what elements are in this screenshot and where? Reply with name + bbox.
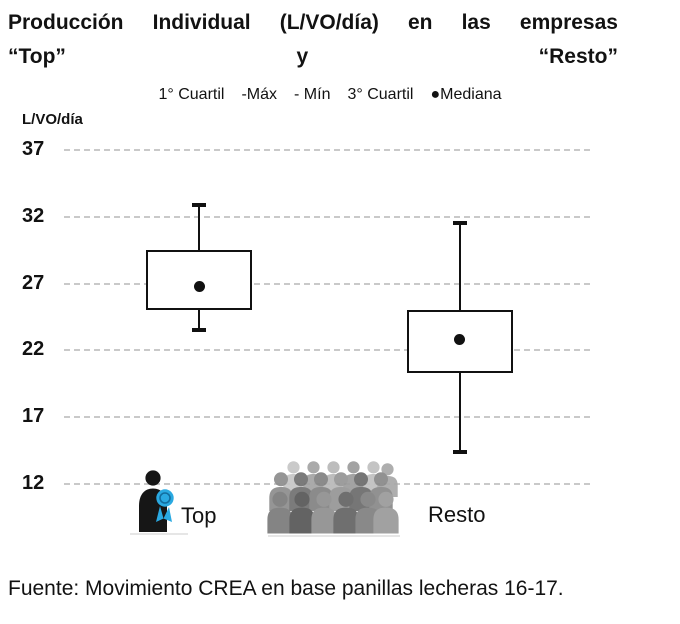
- whisker-upper: [458, 223, 461, 311]
- title-word: “Resto”: [538, 45, 618, 68]
- y-gridline: [64, 416, 590, 419]
- title-word: y: [296, 45, 309, 68]
- y-gridline: [64, 282, 590, 285]
- whisker-cap-max: [452, 221, 467, 226]
- crowd-icon-base-line: [268, 535, 400, 537]
- median-dot: [454, 334, 465, 346]
- legend-item-min: - Mín: [294, 86, 331, 103]
- whisker-cap-min: [452, 449, 467, 454]
- chart-title: Producción Individual (L/VO/día) en las empre…: [8, 6, 618, 74]
- y-gridline: [64, 349, 590, 352]
- legend-item-first-quartile: 1° Cuartil: [158, 86, 225, 103]
- group-label-resto: Resto: [428, 502, 486, 527]
- y-tick-label: 22: [22, 338, 45, 361]
- iqr-box: [146, 250, 252, 311]
- y-axis-label: L/VO/día: [22, 111, 83, 128]
- whisker-cap-max: [192, 202, 206, 207]
- whisker-upper: [198, 204, 200, 251]
- chart-title-line1: Producción Individual (L/VO/día) en las empre…: [8, 6, 618, 40]
- crowd-icon: [267, 461, 399, 534]
- legend-item-max: -Máx: [241, 86, 278, 103]
- title-word: Individual: [152, 11, 251, 34]
- y-gridline: [64, 215, 590, 218]
- title-word: empresas: [519, 11, 618, 34]
- whisker-cap-min: [192, 328, 206, 333]
- whisker-lower: [198, 310, 200, 331]
- group-label-top: Top: [181, 503, 217, 528]
- title-word: Producción: [8, 11, 124, 34]
- legend-item-median: ●Mediana: [430, 86, 502, 103]
- title-word: en: [407, 11, 433, 34]
- y-tick-label: 37: [22, 138, 45, 160]
- award-person-icon: [139, 470, 174, 532]
- chart-title-line2: “Top” y “Resto”: [8, 40, 618, 74]
- legend-item-third-quartile: 3° Cuartil: [347, 86, 414, 103]
- top-icon-base-line: [130, 533, 188, 535]
- y-tick-label: 17: [22, 405, 45, 428]
- legend: 1° Cuartil -Máx - Mín 3° Cuartil ●Median…: [0, 86, 660, 104]
- title-word: (L/VO/día): [279, 11, 379, 34]
- y-gridline: [64, 149, 590, 151]
- y-tick-label: 12: [22, 472, 45, 494]
- title-word: las: [461, 11, 491, 34]
- y-tick-label: 32: [22, 204, 45, 227]
- y-tick-label: 27: [22, 271, 45, 294]
- whisker-lower: [458, 373, 461, 452]
- median-dot: [193, 280, 205, 292]
- source-note: Fuente: Movimiento CREA en base panillas…: [8, 577, 564, 600]
- title-word: “Top”: [8, 45, 66, 68]
